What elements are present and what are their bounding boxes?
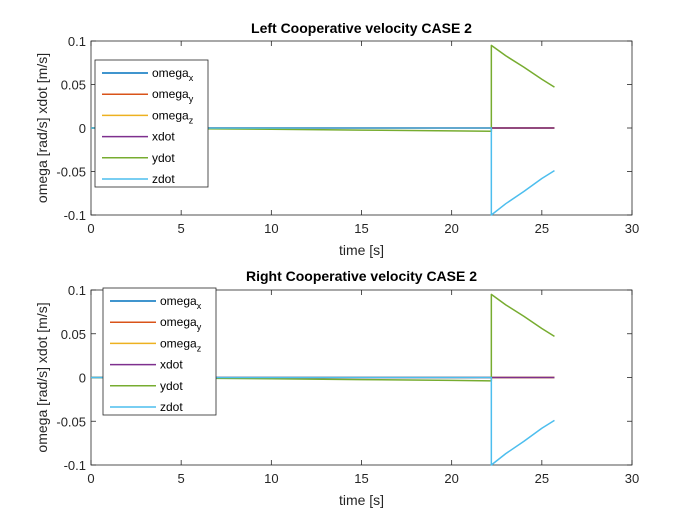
y-tick-label: -0.1 [64,208,86,223]
y-tick-label: -0.05 [56,414,86,429]
x-tick-label: 0 [87,471,94,486]
x-tick-label: 5 [178,221,185,236]
legend-label: omegaz [152,108,194,125]
x-axis-label: time [s] [339,492,384,508]
legend-box [94,59,209,188]
legend-box [102,287,217,416]
legend-label: xdot [160,358,183,372]
chart-panel-1: Left Cooperative velocity CASE 2 0 5 10 15 20… [34,20,639,258]
x-tick-label: 30 [625,471,639,486]
series-line-zdot [91,376,555,466]
series-group [91,293,555,466]
x-tick-label: 15 [354,471,368,486]
y-tick-label: 0.05 [61,78,86,93]
y-tick-label: 0 [79,121,86,136]
legend-label: omegax [160,294,202,311]
legend-label: xdot [152,130,175,144]
legend-label: zdot [152,172,175,186]
legend-label: omegay [160,315,202,332]
legend-label: omegax [152,66,194,83]
chart-title: Right Cooperative velocity CASE 2 [246,268,477,284]
legend-label: omegay [152,87,194,104]
x-axis-label: time [s] [339,242,384,258]
x-tick-label: 0 [87,221,94,236]
x-tick-label: 25 [535,221,549,236]
y-tick-label: 0 [79,371,86,386]
x-tick-label: 20 [444,221,458,236]
legend-label: ydot [160,379,183,393]
y-tick-label: 0.05 [61,327,86,342]
x-tick-label: 10 [264,221,278,236]
x-tick-label: 20 [444,471,458,486]
x-tick-label: 30 [625,221,639,236]
legend: omegax omegay omegaz xdot ydot zdot [94,59,209,188]
y-tick-label: -0.1 [64,458,86,473]
legend-label: ydot [152,151,175,165]
series-group [91,44,555,216]
chart-panel-2: Right Cooperative velocity CASE 2 0 5 10 15 2… [34,268,639,508]
y-axis-label: omega [rad/s] xdot [m/s] [34,53,50,203]
y-tick-label: 0.1 [68,34,86,49]
series-line-zdot [91,127,555,216]
legend-label: omegaz [160,336,202,353]
y-tick-label: 0.1 [68,283,86,298]
legend-label: zdot [160,400,183,414]
x-tick-label: 10 [264,471,278,486]
y-tick-label: -0.05 [56,165,86,180]
y-axis-label: omega [rad/s] xdot [m/s] [34,302,50,452]
legend: omegax omegay omegaz xdot ydot zdot [102,287,217,416]
x-tick-label: 15 [354,221,368,236]
chart-title: Left Cooperative velocity CASE 2 [251,20,472,36]
x-tick-label: 5 [178,471,185,486]
x-tick-label: 25 [535,471,549,486]
